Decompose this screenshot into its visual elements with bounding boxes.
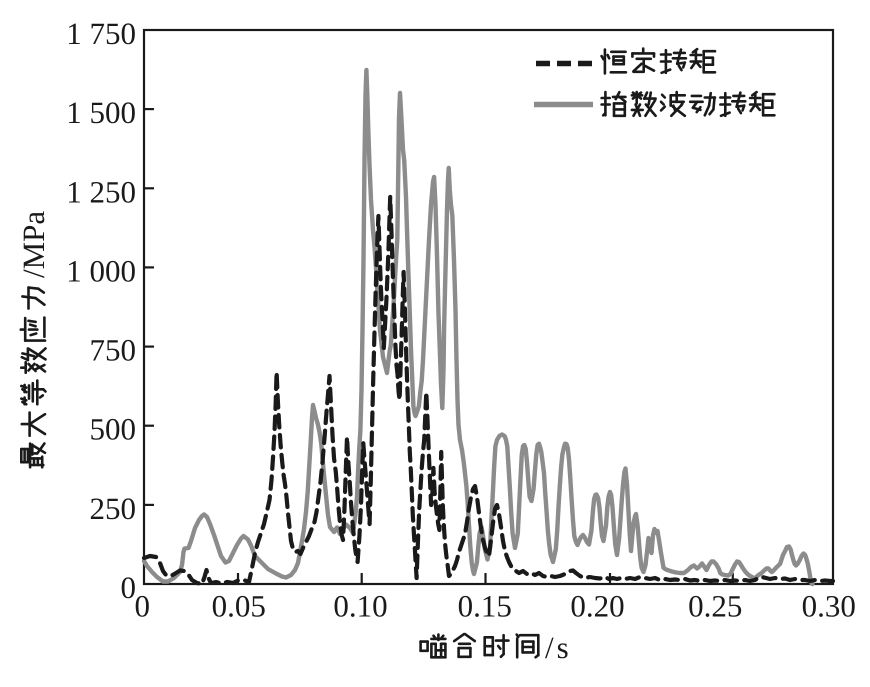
svg-text:1 250: 1 250 bbox=[66, 174, 136, 209]
svg-text:0.20: 0.20 bbox=[570, 589, 624, 624]
svg-text:/MPa: /MPa bbox=[16, 211, 51, 278]
svg-text:0: 0 bbox=[121, 570, 137, 605]
svg-text:0.10: 0.10 bbox=[333, 589, 387, 624]
svg-text:750: 750 bbox=[90, 333, 137, 368]
svg-text:0.15: 0.15 bbox=[458, 589, 512, 624]
svg-text:250: 250 bbox=[90, 491, 137, 526]
svg-text:1 750: 1 750 bbox=[66, 16, 136, 51]
svg-text:1 500: 1 500 bbox=[66, 95, 136, 130]
svg-text:1 000: 1 000 bbox=[66, 253, 136, 288]
svg-text:0.30: 0.30 bbox=[802, 589, 856, 624]
svg-text:/s: /s bbox=[545, 630, 572, 665]
svg-text:500: 500 bbox=[90, 412, 137, 447]
svg-text:0: 0 bbox=[135, 589, 151, 624]
svg-text:0.05: 0.05 bbox=[212, 589, 266, 624]
svg-text:0.25: 0.25 bbox=[688, 589, 742, 624]
